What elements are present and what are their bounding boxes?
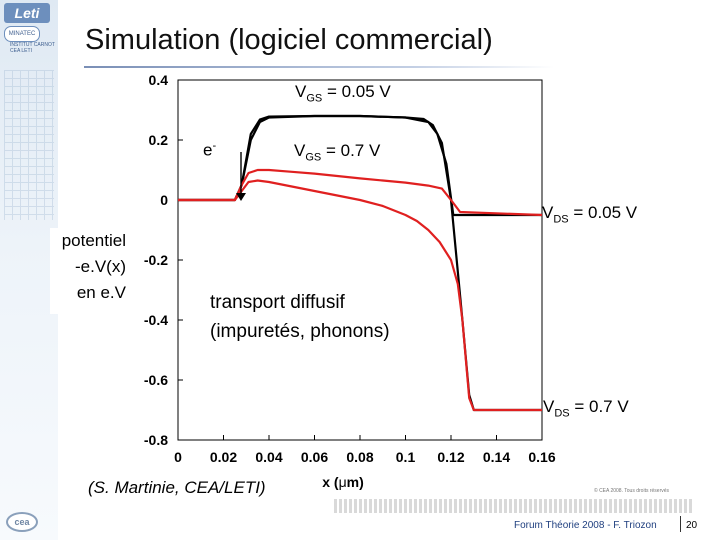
transport-annotation: transport diffusif (impuretés, phonons) <box>210 288 390 346</box>
sidebar-grid-pattern <box>4 70 54 220</box>
legal-fineprint <box>334 499 694 513</box>
y-tick-label: 0 <box>160 192 168 208</box>
x-tick-label: 0.08 <box>346 449 373 465</box>
electron-label: e- <box>203 140 217 160</box>
footer-event: Forum Théorie 2008 - F. Triozon <box>514 520 657 531</box>
y-tick-label: 0.4 <box>149 72 169 88</box>
vgs-high-label: VGS = 0.7 V <box>294 141 381 164</box>
x-tick-label: 0.06 <box>301 449 328 465</box>
electron-arrowhead <box>236 193 246 201</box>
chart-tick-labels: 0 0.02 0.04 0.06 0.08 0.1 0.12 0.14 0.160.40.20-… <box>144 72 556 465</box>
leti-logo: Leti <box>4 3 50 23</box>
chart-axes <box>177 79 543 441</box>
vds-high-label: VDS = 0.7 V <box>543 397 629 420</box>
footer-divider <box>680 516 681 532</box>
y-tick-label: -0.2 <box>144 252 168 268</box>
minatec-badge: MINATEC <box>4 26 40 42</box>
series-line-4 <box>178 179 542 412</box>
potential-axis-label: potentiel -e.V(x) en e.V <box>50 228 126 314</box>
y-tick-label: -0.6 <box>144 372 168 388</box>
x-tick-label: 0.14 <box>483 449 510 465</box>
x-tick-label: 0.02 <box>210 449 237 465</box>
carnot-logo: INSTITUT CARNOT CEA LETI <box>10 42 55 54</box>
x-tick-label: 0 <box>174 449 182 465</box>
copyright-notice: © CEA 2008. Tous droits réservés <box>594 488 670 494</box>
side-label-line-2: -e.V(x) <box>75 257 126 276</box>
x-tick-label: 0.16 <box>528 449 555 465</box>
title-underline <box>84 66 554 68</box>
x-tick-label: 0.12 <box>437 449 464 465</box>
x-tick-label: 0.1 <box>396 449 416 465</box>
x-axis-label: x (μm) <box>322 474 364 490</box>
source-credit: (S. Martinie, CEA/LETI) <box>88 478 266 497</box>
page-number: 20 <box>686 520 698 531</box>
x-tick-label: 0.04 <box>255 449 282 465</box>
side-label-line-1: potentiel <box>61 231 126 250</box>
vds-low-label: VDS = 0.05 V <box>542 203 638 226</box>
cea-logo: cea <box>6 512 38 532</box>
side-label-line-3: en e.V <box>76 283 126 302</box>
transport-line-2: (impuretés, phonons) <box>210 321 390 342</box>
y-tick-label: 0.2 <box>149 132 169 148</box>
vgs-low-label: VGS = 0.05 V <box>295 82 391 105</box>
sidebar-decoration: Leti MINATEC INSTITUT CARNOT CEA LETI ce… <box>0 0 58 540</box>
slide-title: Simulation (logiciel commercial) <box>85 24 493 56</box>
y-tick-label: -0.8 <box>144 432 168 448</box>
y-tick-label: -0.4 <box>144 312 168 328</box>
series-line-3 <box>178 168 543 217</box>
plot-frame <box>177 79 543 441</box>
chart-series <box>178 114 543 412</box>
transport-line-1: transport diffusif <box>210 292 345 313</box>
